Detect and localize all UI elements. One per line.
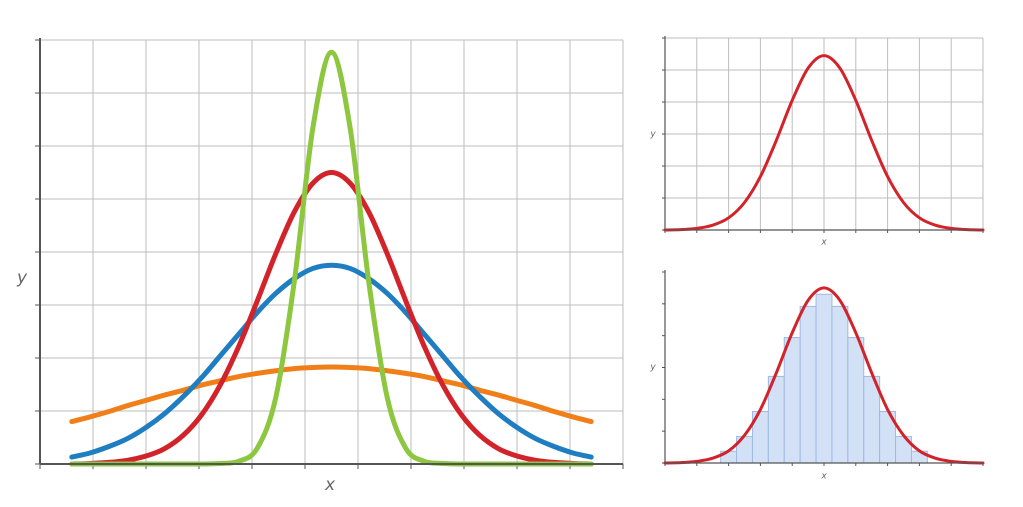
chart-panel: yx (16, 38, 624, 495)
y-axis-label: y (649, 363, 656, 373)
x-axis-label: x (820, 472, 827, 482)
histogram-bar (815, 293, 833, 464)
curve (69, 170, 594, 467)
curve (69, 364, 594, 425)
curve (69, 262, 594, 460)
chart-panel: yx (649, 36, 985, 248)
histogram-bar (831, 305, 849, 464)
x-axis-label: x (820, 238, 827, 248)
histogram-bar (847, 337, 865, 464)
x-axis-label: x (324, 475, 336, 495)
curve (663, 54, 985, 232)
y-axis-label: y (649, 130, 656, 140)
curve (663, 286, 985, 465)
histogram-bar (783, 337, 801, 464)
chart-panel: yx (649, 270, 985, 482)
histogram-bar (799, 305, 817, 464)
y-axis-label: y (16, 268, 28, 288)
